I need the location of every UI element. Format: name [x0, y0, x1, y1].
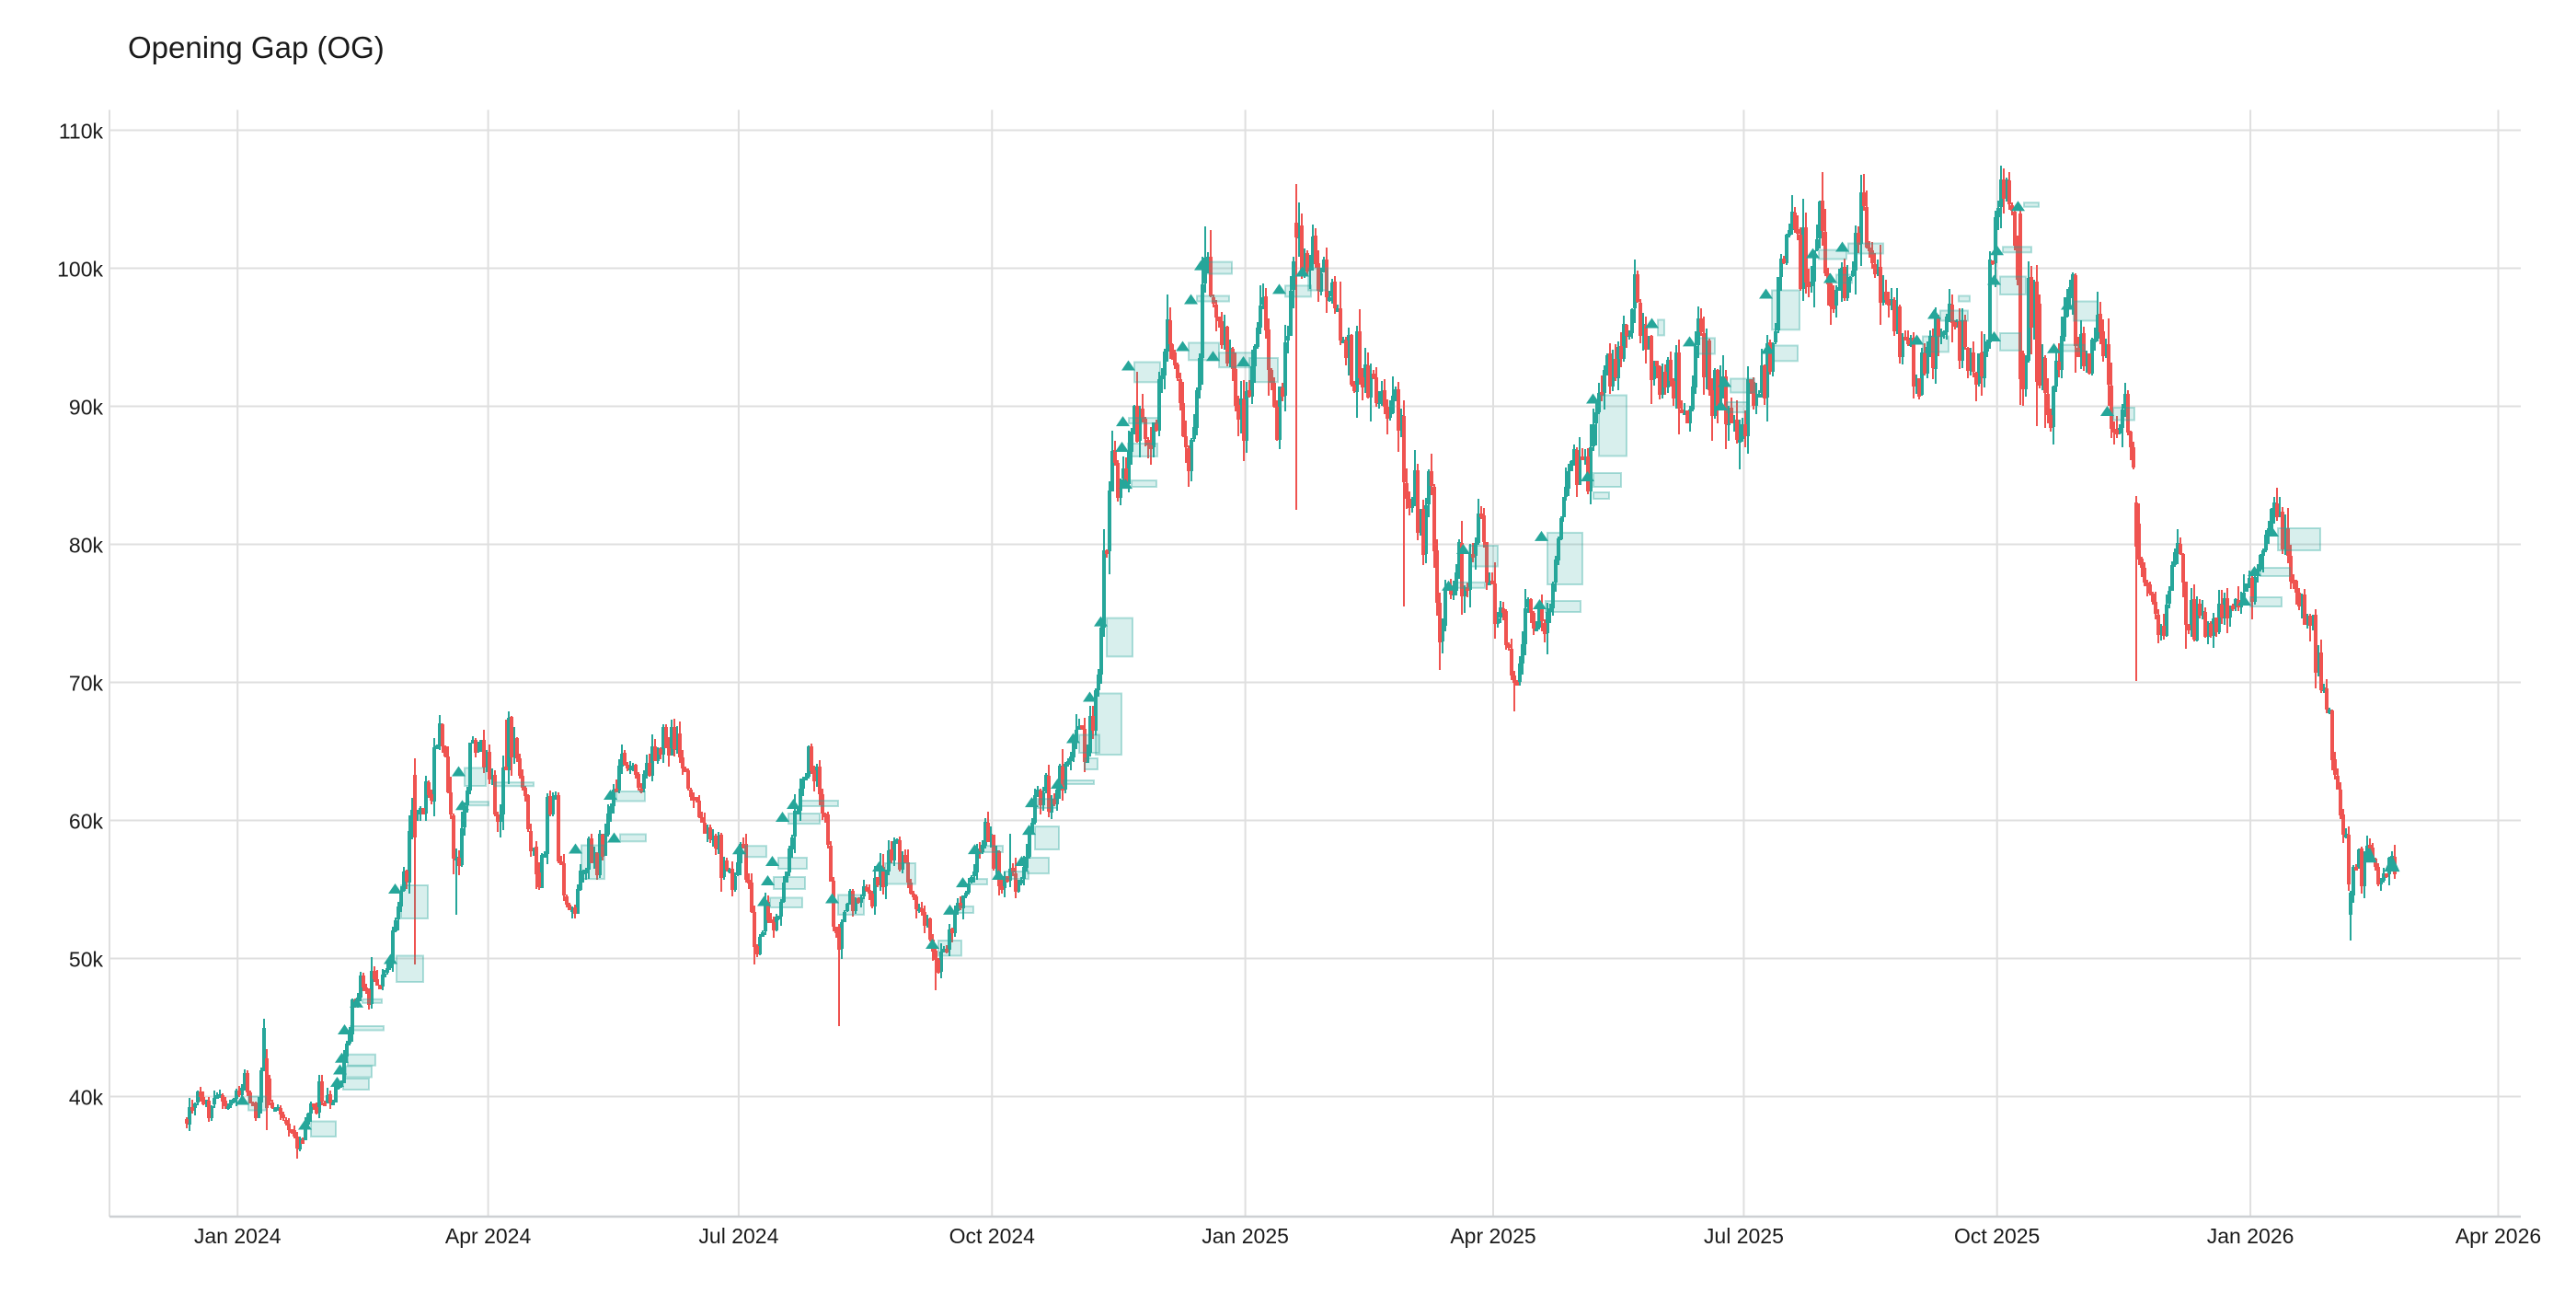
svg-text:100k: 100k	[57, 258, 103, 282]
svg-text:Oct 2024: Oct 2024	[949, 1224, 1036, 1248]
svg-text:Jul 2024: Jul 2024	[698, 1224, 778, 1248]
svg-text:Jan 2026: Jan 2026	[2207, 1224, 2294, 1248]
svg-text:90k: 90k	[69, 396, 104, 420]
svg-text:Jul 2025: Jul 2025	[1704, 1224, 1784, 1248]
svg-text:40k: 40k	[69, 1086, 104, 1110]
svg-text:60k: 60k	[69, 810, 104, 834]
svg-text:Apr 2025: Apr 2025	[1450, 1224, 1535, 1248]
svg-text:Jan 2024: Jan 2024	[194, 1224, 282, 1248]
svg-text:70k: 70k	[69, 672, 104, 696]
svg-text:110k: 110k	[59, 120, 104, 144]
svg-text:50k: 50k	[69, 948, 104, 972]
svg-text:Opening Gap (OG): Opening Gap (OG)	[128, 30, 385, 64]
svg-text:Jan 2025: Jan 2025	[1202, 1224, 1289, 1248]
svg-text:Oct 2025: Oct 2025	[1954, 1224, 2040, 1248]
svg-text:Apr 2024: Apr 2024	[445, 1224, 532, 1248]
svg-text:Apr 2026: Apr 2026	[2455, 1224, 2541, 1248]
svg-text:80k: 80k	[69, 534, 104, 558]
